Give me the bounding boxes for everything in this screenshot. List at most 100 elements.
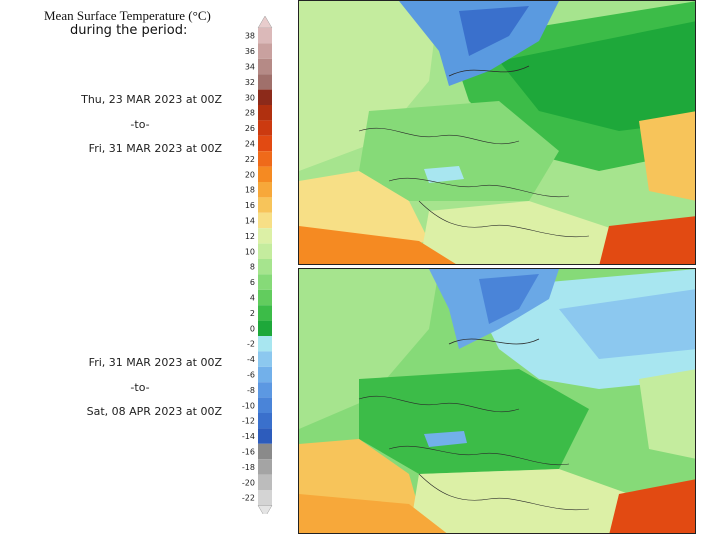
atlantic-zone [299, 269, 439, 429]
period-1-to: -to- [130, 118, 150, 131]
colorbar-tick-label: 38 [245, 32, 255, 41]
title-line1: Mean Surface Temperature (°C) [44, 8, 211, 23]
temperature-map-1 [299, 1, 695, 264]
colorbar-swatch [258, 182, 272, 198]
colorbar-swatch [258, 166, 272, 182]
colorbar-tick-label: 34 [245, 63, 255, 72]
colorbar-graphic: 38363432302826242220181614121086420-2-4-… [242, 15, 273, 518]
colorbar-tick-label: 2 [250, 309, 255, 318]
border-line [358, 395, 520, 413]
colorbar-swatch [258, 197, 272, 213]
colorbar-tick-label: 20 [245, 170, 255, 179]
north-africa-zone [299, 494, 447, 533]
colorbar-swatch [258, 228, 272, 244]
colorbar-swatch [258, 151, 272, 167]
colorbar-swatch [258, 259, 272, 275]
colorbar-tick-label: 8 [250, 263, 255, 272]
caspian-zone [639, 369, 695, 459]
caspian-warm-zone [639, 111, 695, 201]
colorbar-swatch [258, 397, 272, 413]
colorbar-tick-label: -12 [242, 417, 255, 426]
colorbar-swatch [258, 58, 272, 75]
colorbar-swatch [258, 89, 272, 105]
colorbar-tick-label: -14 [242, 432, 255, 441]
colorbar-tick-label: 14 [245, 217, 255, 226]
colorbar-swatch [258, 274, 272, 290]
colorbar-swatch [258, 351, 272, 367]
colorbar-tick-label: 0 [250, 324, 255, 333]
colorbar-tick-label: 22 [245, 155, 255, 164]
colorbar-tick-label: 32 [245, 78, 255, 87]
mediterranean-zone [409, 469, 629, 533]
colorbar-swatch [258, 243, 272, 259]
colorbar-tick-label: -8 [247, 386, 255, 395]
colorbar-swatch [258, 443, 272, 460]
colorbar-swatch [258, 428, 272, 444]
colorbar-swatch [258, 105, 272, 121]
coastline [418, 473, 590, 511]
colorbar-swatch [258, 366, 272, 383]
colorbar-swatch [258, 74, 272, 90]
north-africa-zone [299, 226, 456, 264]
alps-cold-spot [424, 166, 464, 183]
russia-core-zone [499, 21, 695, 131]
colorbar-swatch [258, 135, 272, 152]
colorbar-swatch [258, 28, 272, 44]
colorbar-swatch [258, 212, 272, 229]
title-line2: during the period: [70, 23, 188, 38]
middle-east-zone [599, 216, 695, 264]
colorbar-tick-label: 16 [245, 201, 255, 210]
colorbar-tick-label: -16 [242, 448, 255, 457]
scandinavia-cold-core [459, 6, 529, 56]
colorbar-tick-label: 6 [250, 278, 255, 287]
temperature-colorbar: 38 36 34 32 30 28 26 24 22 20 18 16 14 12 10 8 6 4 2 0 -2 -4-… [228, 14, 276, 518]
colorbar-swatch [258, 289, 272, 306]
colorbar-tick-label: -6 [247, 371, 255, 380]
colorbar-tick-label: 26 [245, 124, 255, 133]
period-1-end: Fri, 31 MAR 2023 at 00Z [88, 142, 222, 155]
colorbar-tick-label: -22 [242, 494, 255, 503]
colorbar-tick-label: 4 [250, 294, 255, 303]
colorbar-bottom-arrow [257, 505, 273, 518]
colorbar-swatch [258, 413, 272, 429]
coastline [448, 65, 530, 77]
colorbar-tick-label: 36 [245, 47, 255, 56]
map-period-2 [298, 268, 696, 534]
colorbar-swatch [258, 43, 272, 59]
colorbar-tick-label: -20 [242, 478, 255, 487]
period-2-end: Sat, 08 APR 2023 at 00Z [86, 405, 222, 418]
colorbar-tick-label: 30 [245, 93, 255, 102]
period-1-start: Thu, 23 MAR 2023 at 00Z [81, 93, 222, 106]
colorbar-tick-label: 12 [245, 232, 255, 241]
colorbar-swatch [258, 336, 272, 352]
mediterranean-zone [419, 201, 619, 264]
atlantic-zone [299, 1, 439, 171]
border-line [388, 445, 570, 466]
central-europe-zone [359, 369, 589, 474]
temperature-map-2 [299, 269, 695, 533]
russia-core-zone [559, 289, 695, 359]
map-period-1 [298, 0, 696, 265]
period-2-to: -to- [130, 381, 150, 394]
colorbar-swatch [258, 305, 272, 321]
colorbar-tick-label: -2 [247, 340, 255, 349]
colorbar-tick-label: -18 [242, 463, 255, 472]
colorbar-tick-label: -10 [242, 401, 255, 410]
middle-east-zone [609, 479, 695, 533]
period-2-start: Fri, 31 MAR 2023 at 00Z [88, 356, 222, 369]
alps-cold-spot [424, 431, 467, 447]
colorbar-swatch [258, 320, 272, 336]
coastline [448, 338, 540, 345]
colorbar-top-arrow [257, 15, 273, 29]
scandinavia-cold-core [479, 274, 539, 324]
colorbar-swatch [258, 459, 272, 475]
colorbar-swatch [258, 474, 272, 490]
colorbar-tick-label: 24 [245, 140, 255, 149]
coastline [418, 200, 590, 238]
border-line [388, 177, 570, 198]
border-line [358, 127, 520, 145]
central-europe-zone [359, 101, 559, 201]
colorbar-tick-label: -4 [247, 355, 255, 364]
colorbar-tick-label: 28 [245, 109, 255, 118]
colorbar-swatch [258, 490, 272, 506]
